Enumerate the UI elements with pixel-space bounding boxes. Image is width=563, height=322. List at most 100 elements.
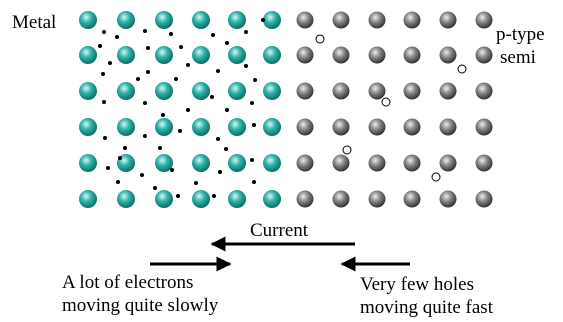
- electron: [146, 70, 150, 74]
- electron: [225, 108, 229, 112]
- electron: [102, 30, 106, 34]
- electron: [158, 146, 162, 150]
- metal-atom: [117, 82, 135, 100]
- semi-atom: [369, 83, 386, 100]
- electron-caption: moving quite slowly: [62, 295, 219, 316]
- semi-atom: [476, 191, 493, 208]
- semi-atom: [404, 12, 421, 29]
- semi-atom: [333, 47, 350, 64]
- semi-atom: [369, 155, 386, 172]
- semi-atom: [297, 119, 314, 136]
- metal-atom: [192, 154, 210, 172]
- electron: [161, 113, 165, 117]
- hole: [432, 173, 440, 181]
- semi-atom: [476, 83, 493, 100]
- semi-atom: [440, 47, 457, 64]
- electron: [106, 166, 110, 170]
- metal-atom: [263, 118, 281, 136]
- semi-atom: [440, 155, 457, 172]
- electron: [179, 45, 183, 49]
- metal-label: Metal: [12, 12, 56, 33]
- semi-atom: [297, 12, 314, 29]
- metal-atom: [117, 118, 135, 136]
- electron: [136, 77, 140, 81]
- electron: [176, 194, 180, 198]
- semi-atom: [476, 12, 493, 29]
- electron: [143, 134, 147, 138]
- electron: [253, 78, 257, 82]
- electron: [153, 186, 157, 190]
- semi-atom: [404, 47, 421, 64]
- metal-atom: [79, 154, 97, 172]
- electron: [186, 63, 190, 67]
- electron: [218, 170, 222, 174]
- electron: [244, 30, 248, 34]
- electron: [140, 173, 144, 177]
- metal-atom: [263, 190, 281, 208]
- electron: [115, 35, 119, 39]
- metal-atom: [79, 190, 97, 208]
- semi-atom: [476, 119, 493, 136]
- semi-atom: [404, 119, 421, 136]
- metal-atom: [155, 118, 173, 136]
- metal-atom: [117, 11, 135, 29]
- metal-atom: [192, 11, 210, 29]
- semi-atom: [440, 83, 457, 100]
- semi-atom: [297, 191, 314, 208]
- hole: [458, 65, 466, 73]
- metal-atom: [117, 190, 135, 208]
- hole: [316, 35, 324, 43]
- electron: [244, 64, 248, 68]
- metal-atom: [192, 190, 210, 208]
- electron: [186, 108, 190, 112]
- electron: [210, 95, 214, 99]
- electron: [252, 180, 256, 184]
- semi-atom: [440, 12, 457, 29]
- hole: [382, 98, 390, 106]
- semi-atom: [404, 155, 421, 172]
- electron: [170, 168, 174, 172]
- semi-atom: [297, 47, 314, 64]
- electron: [174, 77, 178, 81]
- electron: [250, 158, 254, 162]
- metal-atom: [155, 82, 173, 100]
- semi-atom: [476, 155, 493, 172]
- semi-label: semi: [500, 47, 536, 68]
- metal-atom: [263, 82, 281, 100]
- metal-atom: [228, 11, 246, 29]
- diagram: Metal p-type semi Current A lot of elect…: [0, 0, 563, 322]
- semi-atom: [297, 155, 314, 172]
- electron: [224, 147, 228, 151]
- metal-atom: [79, 82, 97, 100]
- electron: [225, 41, 229, 45]
- electron: [212, 194, 216, 198]
- semi-atom: [440, 191, 457, 208]
- electron: [102, 100, 106, 104]
- semi-label: p-type: [496, 24, 545, 45]
- semi-atom: [297, 83, 314, 100]
- metal-atom: [155, 46, 173, 64]
- electron: [146, 46, 150, 50]
- metal-atom: [263, 46, 281, 64]
- electron: [118, 156, 122, 160]
- semi-atom: [369, 191, 386, 208]
- electron: [216, 69, 220, 73]
- electron: [143, 101, 147, 105]
- electron: [178, 129, 182, 133]
- metal-atom: [228, 190, 246, 208]
- electron: [261, 18, 265, 22]
- hole-caption: moving quite fast: [360, 297, 494, 318]
- metal-atom: [117, 46, 135, 64]
- semi-atom: [333, 83, 350, 100]
- metal-atom: [263, 154, 281, 172]
- electron: [216, 137, 220, 141]
- metal-atom: [263, 11, 281, 29]
- metal-atom: [79, 46, 97, 64]
- hole-caption: Very few holes: [360, 274, 474, 295]
- semi-atom: [333, 155, 350, 172]
- semi-atom: [404, 191, 421, 208]
- metal-atom: [192, 82, 210, 100]
- electron: [211, 33, 215, 37]
- metal-atom: [228, 46, 246, 64]
- semi-atom: [476, 47, 493, 64]
